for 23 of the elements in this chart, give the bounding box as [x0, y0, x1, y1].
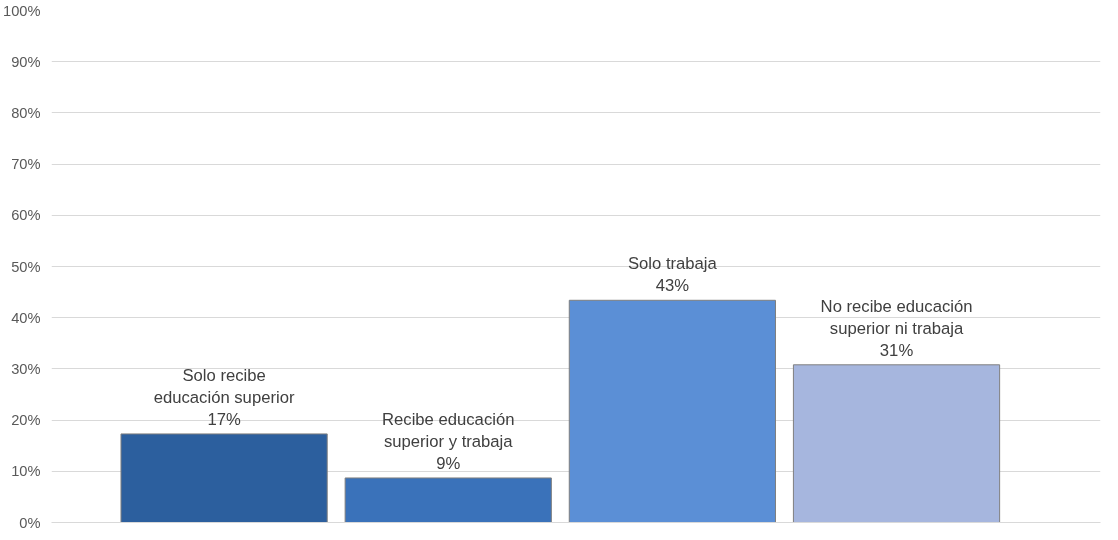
bar	[792, 364, 1001, 523]
y-tick-label: 90%	[11, 53, 41, 70]
data-label: 17%	[207, 409, 241, 429]
y-tick-label: 30%	[11, 360, 41, 377]
data-label: 43%	[655, 276, 690, 296]
y-tick-label: 20%	[11, 412, 41, 429]
bar	[120, 433, 328, 523]
x-tick-label: No recibe educación superior ni trabaja	[820, 296, 973, 338]
y-tick-label: 70%	[11, 156, 41, 173]
data-label: 9%	[436, 453, 461, 473]
x-tick-label: Solo recibe educación superior	[153, 366, 295, 407]
y-tick-label: 0%	[19, 514, 41, 531]
y-tick-label: 80%	[11, 104, 41, 121]
data-label: 31%	[879, 340, 914, 360]
x-tick-label: Recibe educación superior y trabaja	[382, 410, 515, 451]
y-tick-label: 40%	[11, 309, 41, 326]
y-tick-label: 50%	[11, 258, 41, 275]
x-tick-label: Solo trabaja	[627, 254, 718, 274]
bar	[568, 299, 776, 523]
bar	[344, 477, 552, 523]
y-tick-label: 60%	[11, 207, 41, 224]
y-tick-label: 100%	[3, 2, 41, 19]
y-tick-label: 10%	[11, 463, 41, 480]
